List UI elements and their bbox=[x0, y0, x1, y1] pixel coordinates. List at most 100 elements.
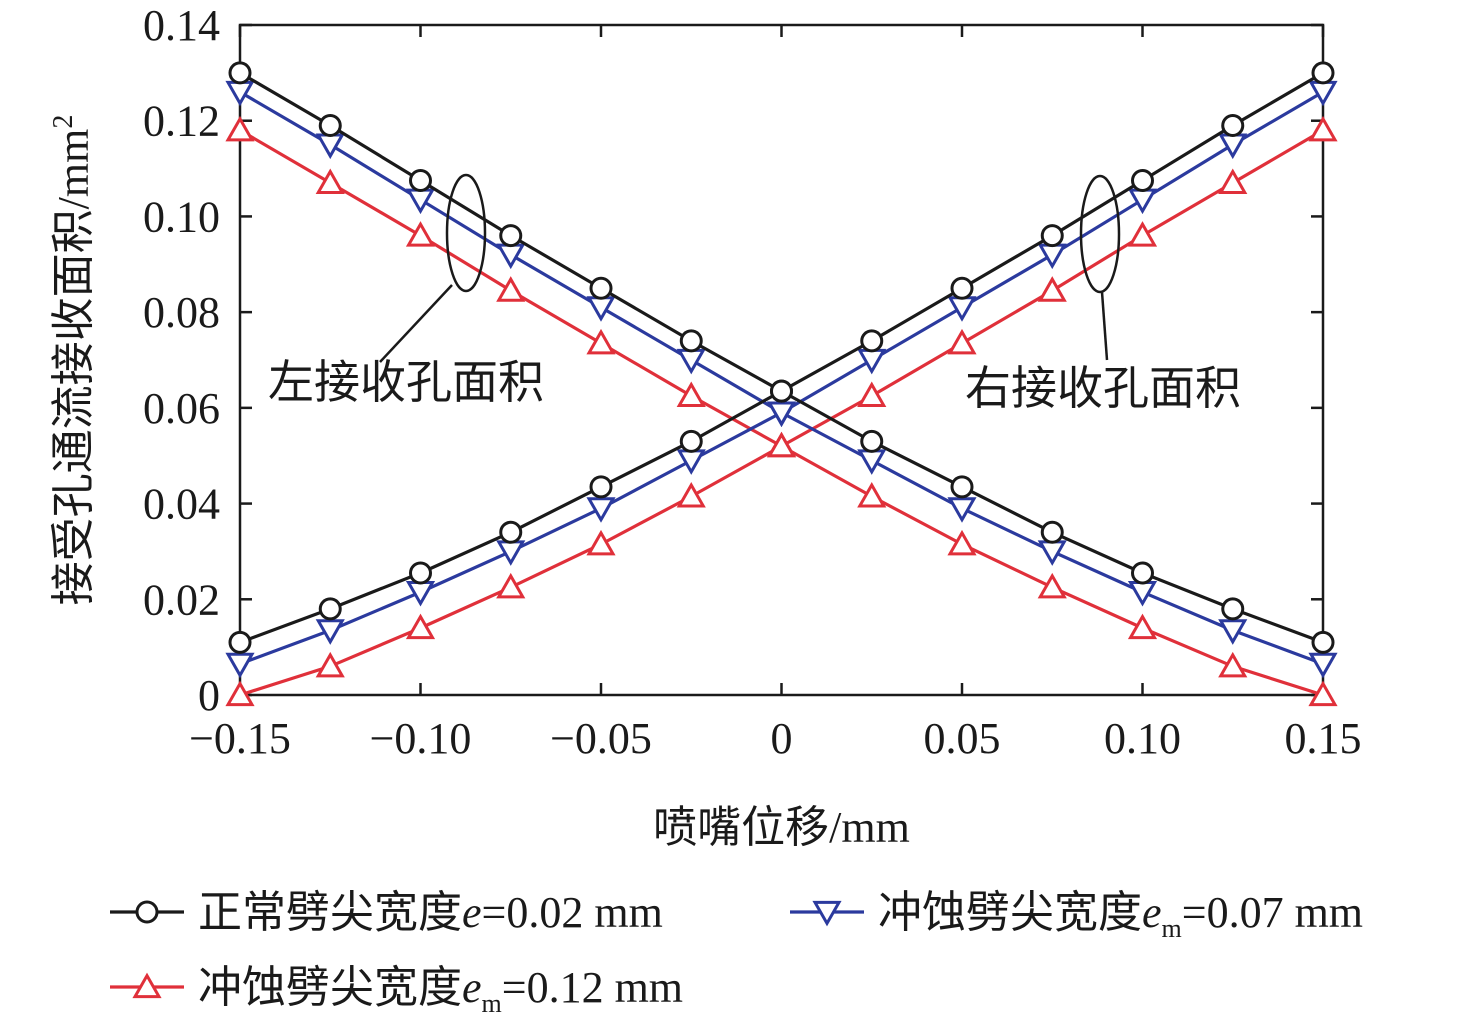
data-point bbox=[225, 680, 255, 707]
x-tick-label: −0.10 bbox=[370, 714, 472, 763]
y-axis-title-sup: 2 bbox=[48, 115, 79, 129]
y-axis-title: 接受孔通流接收面积/mm2 bbox=[48, 115, 98, 606]
legend-label-sub: m bbox=[1162, 914, 1182, 943]
data-point bbox=[225, 80, 255, 107]
y-tick-label: 0.14 bbox=[143, 1, 220, 50]
data-point bbox=[1311, 61, 1335, 85]
data-point bbox=[1040, 224, 1064, 248]
data-point bbox=[1127, 188, 1158, 215]
x-tick-label: 0.15 bbox=[1285, 714, 1362, 763]
x-axis-title: 喷嘴位移/mm bbox=[653, 803, 910, 852]
data-point bbox=[676, 481, 706, 508]
data-point bbox=[1221, 114, 1245, 137]
legend-marker bbox=[132, 972, 162, 999]
data-point bbox=[228, 630, 252, 654]
data-point bbox=[496, 540, 526, 566]
legend-label-main: 冲蚀劈尖宽度 bbox=[878, 888, 1142, 937]
legend-label-var: e bbox=[1142, 888, 1162, 937]
data-point bbox=[1311, 630, 1335, 654]
data-point bbox=[766, 401, 797, 428]
data-point bbox=[1037, 276, 1067, 302]
x-tick-label: −0.15 bbox=[189, 714, 291, 763]
data-point bbox=[225, 115, 255, 142]
legend-label-main: 正常劈尖宽度 bbox=[198, 888, 462, 937]
data-point bbox=[315, 168, 345, 195]
data-point bbox=[947, 529, 977, 556]
data-point bbox=[1131, 169, 1154, 193]
legend-marker bbox=[812, 900, 842, 927]
data-point bbox=[679, 329, 703, 353]
y-tick-label: 0.04 bbox=[143, 480, 220, 529]
data-point bbox=[676, 449, 706, 475]
data-point bbox=[586, 296, 616, 322]
data-point bbox=[676, 381, 706, 407]
data-point bbox=[405, 188, 436, 215]
right-annotation-leader bbox=[1100, 291, 1109, 361]
data-point bbox=[496, 243, 526, 270]
right-annotation-label: 右接收孔面积 bbox=[965, 363, 1241, 414]
x-tick-label: 0.10 bbox=[1104, 714, 1181, 763]
data-point bbox=[1037, 540, 1067, 566]
data-point bbox=[586, 328, 616, 355]
data-point bbox=[1308, 80, 1338, 107]
data-point bbox=[499, 520, 523, 544]
data-point bbox=[857, 348, 887, 375]
data-point bbox=[857, 481, 887, 508]
data-point bbox=[1127, 613, 1158, 640]
data-point bbox=[1037, 243, 1067, 270]
legend-label-sub: m bbox=[482, 989, 502, 1018]
data-point bbox=[770, 379, 793, 403]
data-point bbox=[405, 613, 436, 640]
data-point bbox=[947, 497, 977, 523]
x-tick-label: 0 bbox=[771, 714, 793, 763]
y-tick-label: 0.06 bbox=[143, 384, 220, 433]
data-point bbox=[1218, 619, 1248, 645]
legend-label-tail: =0.12 mm bbox=[502, 963, 683, 1012]
data-point bbox=[1131, 561, 1154, 585]
data-point bbox=[1037, 572, 1067, 599]
y-tick-label: 0.10 bbox=[143, 192, 220, 241]
data-point bbox=[228, 61, 252, 85]
x-tick-label: −0.05 bbox=[550, 714, 652, 763]
left-annotation-ellipse bbox=[445, 173, 487, 293]
legend-label-tail: =0.02 mm bbox=[482, 888, 663, 937]
data-point bbox=[947, 328, 977, 355]
data-point bbox=[315, 619, 345, 645]
data-point bbox=[679, 429, 703, 453]
data-point bbox=[1308, 680, 1338, 707]
data-point bbox=[676, 348, 706, 375]
legend-label-main: 冲蚀劈尖宽度 bbox=[198, 963, 462, 1012]
y-axis-title-main: 接受孔通流接收面积/mm bbox=[49, 129, 98, 606]
data-point bbox=[1218, 133, 1248, 160]
data-point bbox=[405, 581, 436, 607]
data-point bbox=[318, 597, 342, 621]
axes: −0.15 −0.10 −0.05 0 0.05 0.10 0.15 0 0.02 0.04 0.0… bbox=[48, 1, 1362, 852]
data-point bbox=[405, 221, 436, 247]
data-point bbox=[315, 133, 345, 160]
data-point bbox=[766, 431, 797, 458]
annotation-layer: 左接收孔面积 右接收孔面积 bbox=[268, 173, 1241, 414]
left-annotation-leader bbox=[379, 284, 453, 363]
data-point bbox=[857, 449, 887, 475]
data-point bbox=[589, 475, 613, 499]
y-tick-label: 0.12 bbox=[143, 97, 220, 146]
data-point bbox=[315, 651, 345, 678]
data-point bbox=[409, 561, 432, 585]
series-layer bbox=[225, 61, 1338, 707]
data-point bbox=[1127, 221, 1158, 247]
data-point bbox=[857, 381, 887, 407]
data-point bbox=[950, 475, 974, 499]
data-point bbox=[589, 276, 613, 300]
data-point bbox=[496, 572, 526, 599]
data-point bbox=[1040, 520, 1064, 544]
y-tick-label: 0 bbox=[198, 671, 220, 720]
data-point bbox=[1218, 168, 1248, 195]
x-tick-label: 0.05 bbox=[924, 714, 1001, 763]
legend-label-var: e bbox=[462, 963, 482, 1012]
legend-label-tail: =0.07 mm bbox=[1182, 888, 1363, 937]
data-point bbox=[1308, 652, 1338, 679]
data-point bbox=[496, 276, 526, 302]
data-point bbox=[1308, 115, 1338, 142]
data-point bbox=[1221, 597, 1245, 621]
